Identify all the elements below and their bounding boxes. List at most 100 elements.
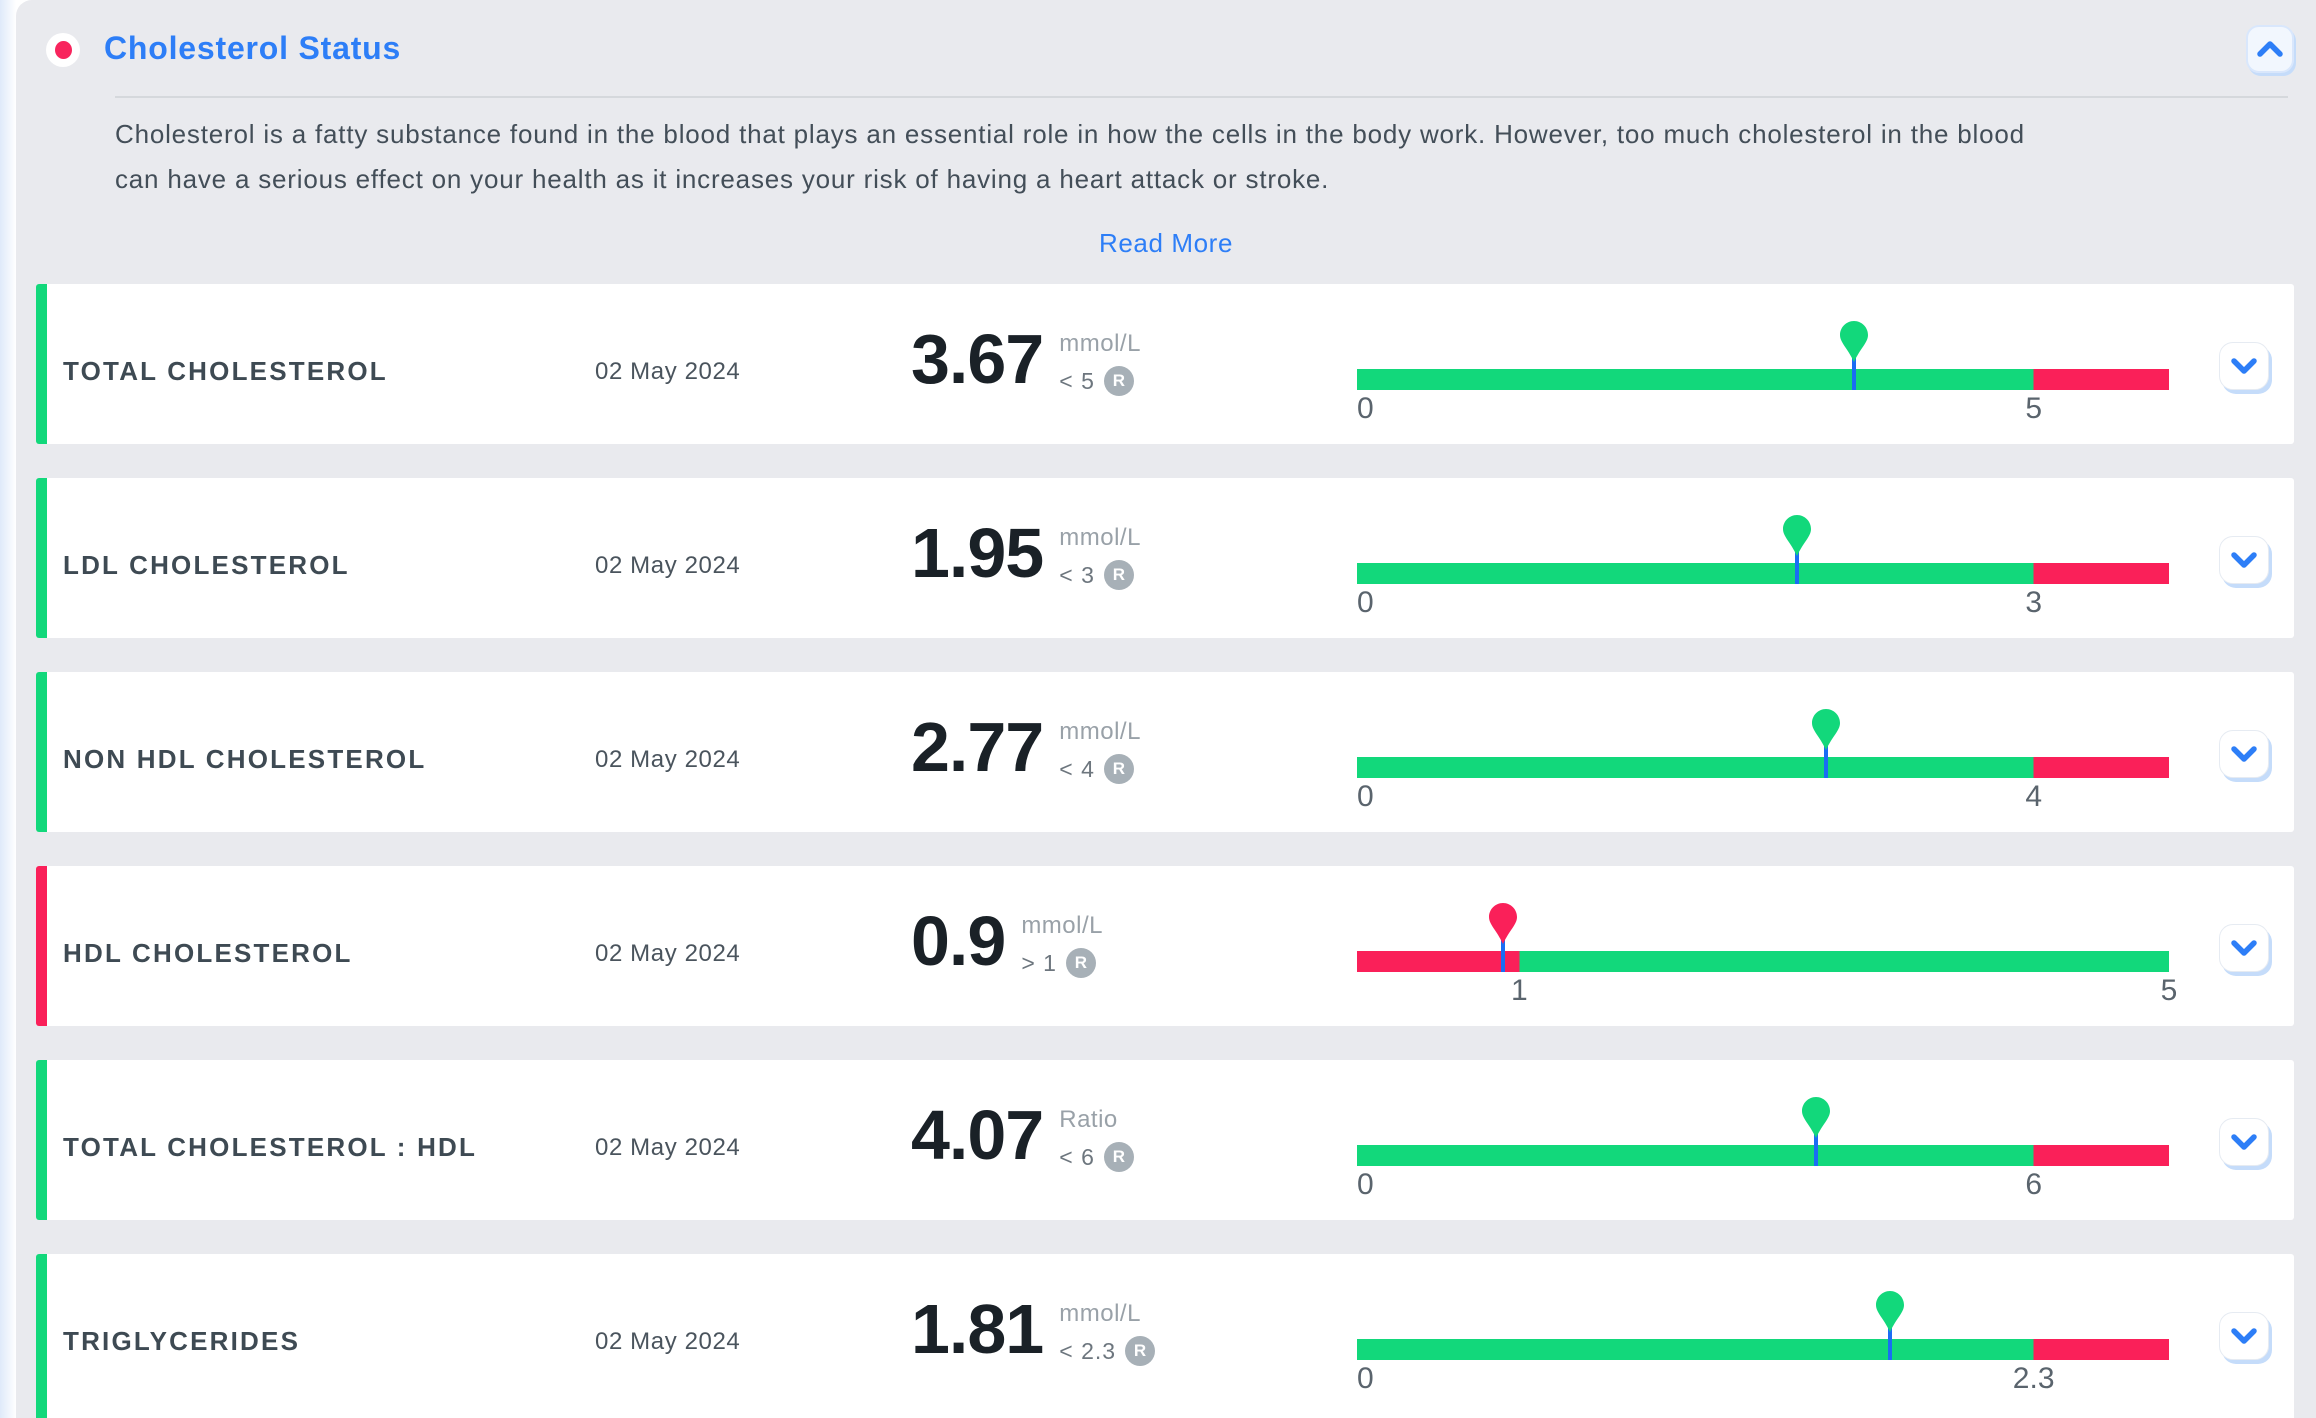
- range-bar-track: [1357, 1145, 2169, 1166]
- chevron-down-icon: [2231, 940, 2257, 956]
- marker-balloon-icon: [1782, 515, 1811, 556]
- test-unit: mmol/L: [1059, 1300, 1141, 1327]
- expand-button[interactable]: [2219, 1312, 2269, 1360]
- test-unit-stack: mmol/L < 3 R: [1059, 516, 1141, 590]
- axis-label: 0: [1357, 1362, 1374, 1395]
- chevron-down-icon: [2231, 552, 2257, 568]
- range-bar-track: [1357, 951, 2169, 972]
- test-date: 02 May 2024: [595, 746, 741, 773]
- reference-range: < 4: [1059, 755, 1095, 782]
- test-row: TOTAL CHOLESTEROL 02 May 2024 3.67 mmol/…: [36, 284, 2294, 444]
- expand-button[interactable]: [2219, 924, 2269, 972]
- read-more-link[interactable]: Read More: [1098, 228, 1234, 258]
- test-value: 1.95: [911, 514, 1044, 592]
- axis-label: 6: [2025, 1168, 2042, 1201]
- test-unit-stack: mmol/L < 2.3 R: [1059, 1292, 1156, 1366]
- expand-button[interactable]: [2219, 342, 2269, 390]
- test-date: 02 May 2024: [595, 552, 741, 579]
- marker-stem: [1501, 936, 1506, 972]
- expand-button[interactable]: [2219, 1118, 2269, 1166]
- marker-balloon-icon: [1489, 903, 1518, 944]
- status-dot: [46, 33, 80, 67]
- test-row: NON HDL CHOLESTEROL 02 May 2024 2.77 mmo…: [36, 672, 2294, 832]
- test-unit: Ratio: [1059, 1106, 1118, 1133]
- test-name: TRIGLYCERIDES: [63, 1326, 301, 1356]
- test-unit-stack: mmol/L < 5 R: [1059, 322, 1141, 396]
- test-date: 02 May 2024: [595, 1328, 741, 1355]
- range-bar-track: [1357, 563, 2169, 584]
- axis-label: 0: [1357, 586, 1374, 619]
- chevron-up-icon: [2257, 41, 2283, 57]
- reference-range: < 2.3: [1059, 1337, 1117, 1364]
- chevron-down-icon: [2231, 746, 2257, 762]
- panel-description: Cholesterol is a fatty substance found i…: [115, 119, 2025, 194]
- test-unit: mmol/L: [1021, 912, 1103, 939]
- marker-balloon-icon: [1839, 321, 1868, 362]
- test-value: 1.81: [911, 1290, 1044, 1368]
- test-value-block: 1.81 mmol/L < 2.3 R: [911, 1290, 1156, 1368]
- axis-label: 5: [2025, 392, 2042, 425]
- test-date: 02 May 2024: [595, 1134, 741, 1161]
- axis-label: 0: [1357, 1168, 1374, 1201]
- test-row: LDL CHOLESTEROL 02 May 2024 1.95 mmol/L …: [36, 478, 2294, 638]
- reference-line: > 1 R: [1021, 948, 1103, 978]
- header-divider: [115, 96, 2288, 98]
- axis-label: 1: [1511, 974, 1528, 1007]
- marker-balloon-icon: [1811, 709, 1840, 750]
- marker-balloon-icon: [1802, 1097, 1830, 1138]
- range-bar-track: [1357, 1339, 2169, 1360]
- reference-line: < 5 R: [1059, 366, 1141, 396]
- test-unit: mmol/L: [1059, 718, 1141, 745]
- test-name: TOTAL CHOLESTEROL : HDL: [63, 1132, 478, 1162]
- test-value: 4.07: [911, 1096, 1044, 1174]
- reference-badge: R: [1103, 754, 1134, 784]
- reference-range: < 3: [1059, 561, 1095, 588]
- axis-label: 5: [2160, 974, 2178, 1007]
- reference-line: < 6 R: [1059, 1142, 1134, 1172]
- marker-stem: [1794, 548, 1799, 584]
- chevron-down-icon: [2231, 358, 2257, 374]
- marker-stem: [1851, 354, 1856, 390]
- marker-stem: [1887, 1324, 1892, 1360]
- reference-range: < 5: [1059, 367, 1095, 394]
- test-value-block: 0.9 mmol/L > 1 R: [911, 904, 1103, 978]
- test-name: LDL CHOLESTEROL: [63, 550, 350, 580]
- test-row: TOTAL CHOLESTEROL : HDL 02 May 2024 4.07…: [36, 1060, 2294, 1220]
- status-dot-inner: [54, 41, 72, 59]
- test-value: 3.67: [911, 320, 1044, 398]
- axis-label: 4: [2025, 780, 2042, 813]
- expand-button[interactable]: [2219, 730, 2269, 778]
- axis-label: 2.3: [2012, 1362, 2055, 1395]
- cholesterol-panel: Cholesterol Status Cholesterol is a fatt…: [16, 0, 2316, 1418]
- reference-line: < 3 R: [1059, 560, 1141, 590]
- test-row: HDL CHOLESTEROL 02 May 2024 0.9 mmol/L >…: [36, 866, 2294, 1026]
- expand-button[interactable]: [2219, 536, 2269, 584]
- range-bar-track: [1357, 369, 2169, 390]
- test-unit: mmol/L: [1059, 524, 1141, 551]
- test-row: TRIGLYCERIDES 02 May 2024 1.81 mmol/L < …: [36, 1254, 2294, 1418]
- test-name: TOTAL CHOLESTEROL: [63, 356, 388, 386]
- axis-labels: 0 2.3: [1357, 1254, 2169, 1414]
- test-date: 02 May 2024: [595, 358, 741, 385]
- panel-header: Cholesterol Status Cholesterol is a fatt…: [16, 0, 2316, 284]
- reference-line: < 4 R: [1059, 754, 1141, 784]
- range-bar-track: [1357, 757, 2169, 778]
- test-value: 0.9: [911, 902, 1006, 980]
- chevron-down-icon: [2231, 1328, 2257, 1344]
- range-bar: 0 2.3: [1357, 1254, 2169, 1414]
- reference-badge: R: [1103, 366, 1134, 396]
- reference-range: > 1: [1021, 949, 1057, 976]
- collapse-button[interactable]: [2246, 25, 2294, 73]
- axis-label: 3: [2025, 586, 2042, 619]
- marker-stem: [1814, 1130, 1818, 1166]
- reference-line: < 2.3 R: [1059, 1336, 1156, 1366]
